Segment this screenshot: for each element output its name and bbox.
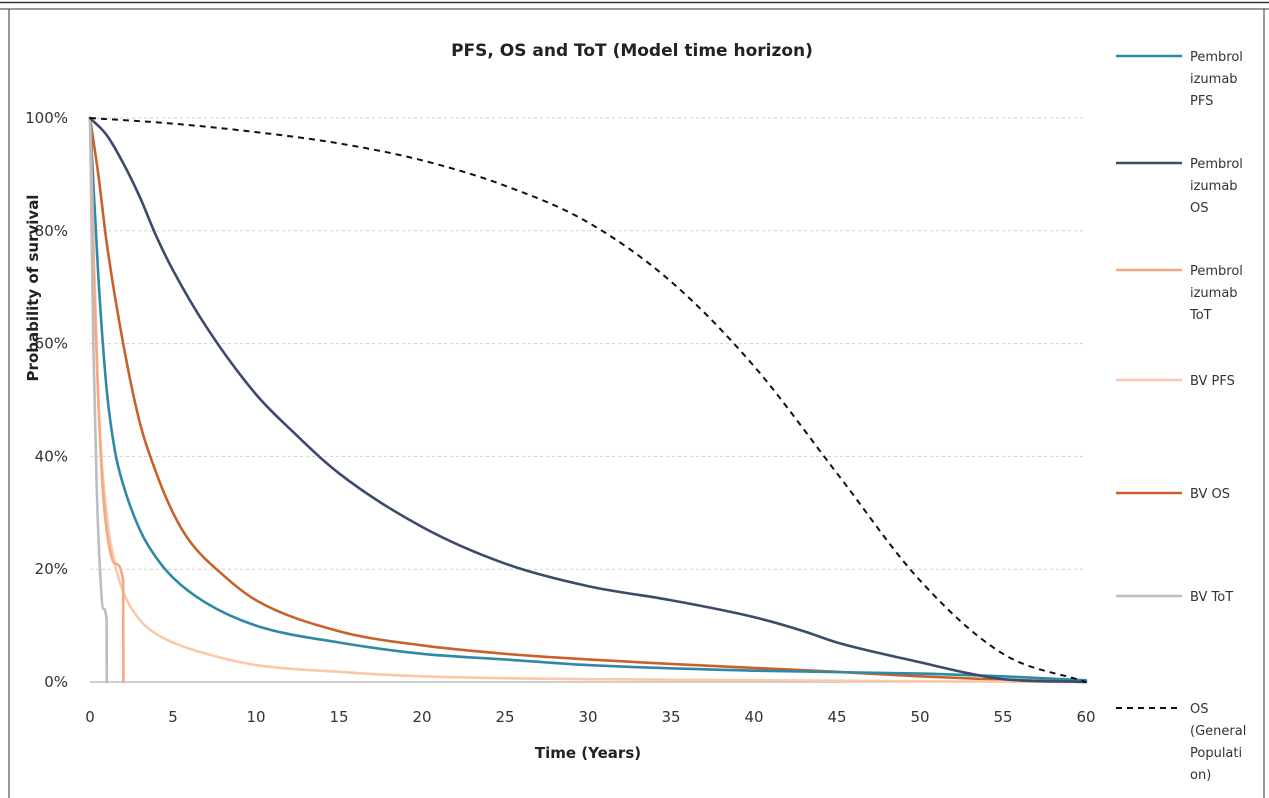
series-line-bv-pfs — [88, 116, 1088, 684]
x-tick-label: 35 — [661, 708, 680, 726]
y-tick-label: 20% — [35, 560, 68, 578]
legend-label: BV PFS — [1190, 374, 1235, 389]
legend: Pembrol izumab PFS Pembrol izumab OS Pembrol iz… — [1116, 50, 1246, 783]
y-tick-label: 0% — [44, 673, 68, 691]
x-tick-label: 5 — [168, 708, 178, 726]
gridlines — [90, 117, 1086, 570]
x-tick-label: 30 — [578, 708, 597, 726]
legend-label: PFS — [1190, 94, 1213, 109]
x-tick-label: 15 — [329, 708, 348, 726]
x-tick-label: 10 — [246, 708, 265, 726]
x-tick-label: 60 — [1076, 708, 1095, 726]
legend-label: Pembrol — [1190, 157, 1243, 172]
legend-label: on) — [1190, 768, 1211, 783]
legend-label: (General — [1190, 724, 1246, 739]
y-tick-label: 100% — [25, 109, 68, 127]
legend-label: BV ToT — [1190, 590, 1233, 605]
legend-label: ToT — [1189, 308, 1212, 323]
x-tick-label: 0 — [85, 708, 95, 726]
legend-label: OS — [1190, 201, 1208, 216]
legend-label: Populati — [1190, 746, 1242, 761]
series-lines — [88, 116, 1088, 684]
x-tick-label: 55 — [993, 708, 1012, 726]
series-line-pembrolizumab-pfs — [88, 116, 1088, 682]
x-tick-label: 50 — [910, 708, 929, 726]
series-line-bv-tot — [88, 116, 109, 684]
y-tick-label: 60% — [35, 335, 68, 353]
y-tick-label: 80% — [35, 222, 68, 240]
series-line-os-general-population — [89, 117, 1087, 683]
legend-label: izumab — [1190, 286, 1238, 301]
legend-label: OS — [1190, 702, 1208, 717]
x-tick-label: 45 — [827, 708, 846, 726]
legend-label: izumab — [1190, 72, 1238, 87]
x-tick-label: 20 — [412, 708, 431, 726]
legend-label: Pembrol — [1190, 264, 1243, 279]
y-tick-labels: 0% 20% 40% 60% 80% 100% — [25, 109, 68, 691]
x-tick-label: 25 — [495, 708, 514, 726]
legend-label: BV OS — [1190, 487, 1230, 502]
legend-label: izumab — [1190, 179, 1238, 194]
y-axis-title: Probability of survival — [24, 195, 42, 382]
series-line-pembrolizumab-os — [88, 116, 1088, 684]
legend-label: Pembrol — [1190, 50, 1243, 65]
x-axis-title: Time (Years) — [535, 744, 641, 762]
y-tick-label: 40% — [35, 447, 68, 465]
x-tick-labels: 0 5 10 15 20 25 30 35 40 45 50 55 60 — [85, 708, 1095, 726]
chart-title: PFS, OS and ToT (Model time horizon) — [451, 41, 813, 61]
x-tick-label: 40 — [744, 708, 763, 726]
